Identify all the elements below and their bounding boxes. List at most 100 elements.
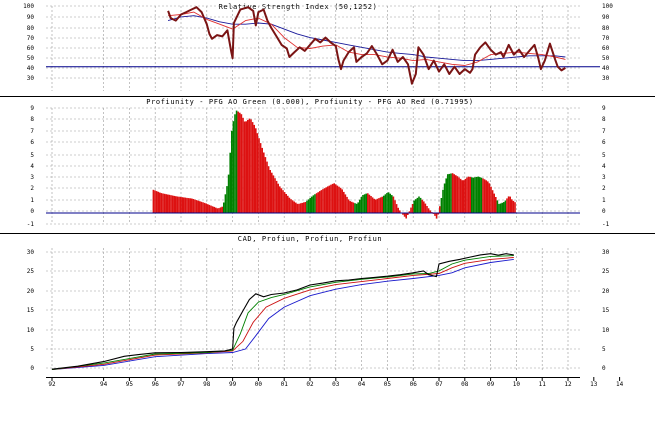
ao-bar — [459, 178, 462, 213]
ao-bar — [218, 208, 220, 213]
y-tick-label-left: 60 — [27, 45, 35, 52]
ao-bar — [283, 192, 286, 213]
ao-bar — [319, 191, 321, 213]
ao-bar — [351, 201, 353, 213]
y-tick-label-left: 25 — [27, 268, 35, 275]
y-tick-label-right: 8 — [602, 116, 606, 123]
ao-bar — [165, 194, 167, 213]
ao-bar — [480, 177, 483, 213]
ao-bar — [338, 186, 340, 213]
x-tick-label: 00 — [255, 381, 263, 388]
ao-bar — [474, 177, 476, 213]
ao-bar — [344, 194, 347, 213]
ao-bar — [200, 201, 203, 213]
ao-bar — [415, 199, 417, 213]
ao-bar — [419, 197, 422, 213]
ao-bar — [347, 199, 350, 213]
ao-bar — [235, 110, 238, 213]
ao-bar — [213, 206, 215, 213]
y-tick-label-right: 90 — [602, 14, 610, 21]
ao-bar — [285, 194, 287, 213]
y-tick-label-right: 5 — [602, 346, 606, 353]
price-title: CAD, Profiun, Profiun, Profiun — [238, 235, 382, 243]
y-tick-label-right: 0 — [602, 365, 606, 372]
ao-bar — [435, 213, 438, 219]
x-tick-label: 97 — [177, 381, 185, 388]
ao-bar — [354, 203, 356, 213]
ao-bar — [461, 180, 463, 213]
ao-bar — [167, 194, 169, 213]
ao-bar — [402, 213, 404, 215]
y-tick-label-right: 5 — [602, 152, 606, 159]
x-tick-label: 09 — [487, 381, 495, 388]
x-tick-label: 99 — [229, 381, 237, 388]
ao-bar — [207, 204, 209, 213]
ao-bar — [234, 114, 236, 213]
y-tick-label-left: 8 — [30, 116, 34, 123]
ao-bar — [179, 196, 182, 213]
ao-bar — [471, 177, 473, 213]
y-tick-label-left: 4 — [30, 163, 34, 170]
y-tick-label-left: 20 — [27, 288, 35, 295]
ao-bar — [477, 176, 479, 213]
ao-bar — [199, 201, 201, 213]
ao-bar — [205, 203, 207, 213]
ao-title: Profiunity - PFG AO Green (0.000), Profi… — [146, 98, 473, 106]
ao-bar — [368, 194, 371, 213]
ao-bar — [453, 174, 455, 213]
ao-bar — [482, 178, 484, 213]
ao-bar — [503, 202, 505, 213]
ao-bar — [423, 201, 425, 213]
y-tick-label-right: 10 — [602, 327, 610, 334]
ao-bar — [202, 202, 204, 213]
ao-bar — [373, 198, 375, 213]
ao-bar — [376, 198, 379, 213]
y-tick-label-left: 10 — [27, 327, 35, 334]
ao-bar — [413, 200, 415, 213]
y-tick-label-left: 30 — [27, 75, 35, 82]
y-tick-label-right: 7 — [602, 128, 606, 135]
ma_slow-line — [51, 258, 514, 371]
y-tick-label-right: 25 — [602, 268, 610, 275]
ao-bar — [162, 193, 164, 213]
x-tick-label: 12 — [564, 381, 572, 388]
ao-bar — [331, 183, 334, 213]
ao-bar — [269, 170, 271, 213]
y-tick-label-right: 30 — [602, 249, 610, 256]
y-tick-label-left: 5 — [30, 152, 34, 159]
ao-bar — [245, 121, 247, 213]
ao-bar — [187, 198, 190, 213]
ao-bar — [485, 180, 487, 213]
ao-bar — [176, 196, 179, 213]
ao-bar — [325, 187, 327, 213]
ao-bar — [304, 202, 307, 213]
x-tick-label: 92 — [48, 381, 56, 388]
y-tick-label-right: 9 — [602, 105, 606, 112]
ao-bar — [210, 205, 212, 213]
ao-bar — [320, 190, 323, 213]
ao-bar — [495, 197, 497, 213]
ao-bar — [251, 122, 254, 213]
x-tick-label: 07 — [435, 381, 443, 388]
y-tick-label-left: 3 — [30, 174, 34, 181]
ao-bar — [472, 177, 475, 213]
ao-bar — [173, 195, 175, 213]
y-tick-label-right: 50 — [602, 55, 610, 62]
ao-bar — [493, 193, 495, 213]
price-panel: CAD, Profiun, Profiun, Profiun 30 25 20 15 1… — [27, 235, 610, 372]
ao-bar — [248, 118, 251, 213]
ao-bar — [392, 196, 395, 213]
ao-bar — [335, 184, 337, 213]
ao-bar — [488, 183, 491, 213]
x-tick-label: 11 — [539, 381, 547, 388]
ao-bar — [250, 119, 252, 213]
x-tick-label: 10 — [513, 381, 521, 388]
rsi-line — [167, 6, 566, 85]
x-tick-label: 06 — [410, 381, 418, 388]
ao-bar — [339, 187, 342, 213]
ao-bar — [175, 196, 177, 213]
ao-bar — [211, 206, 214, 213]
ao-bar — [439, 206, 441, 213]
ao-bar — [501, 202, 503, 213]
ao-bar — [258, 138, 260, 213]
